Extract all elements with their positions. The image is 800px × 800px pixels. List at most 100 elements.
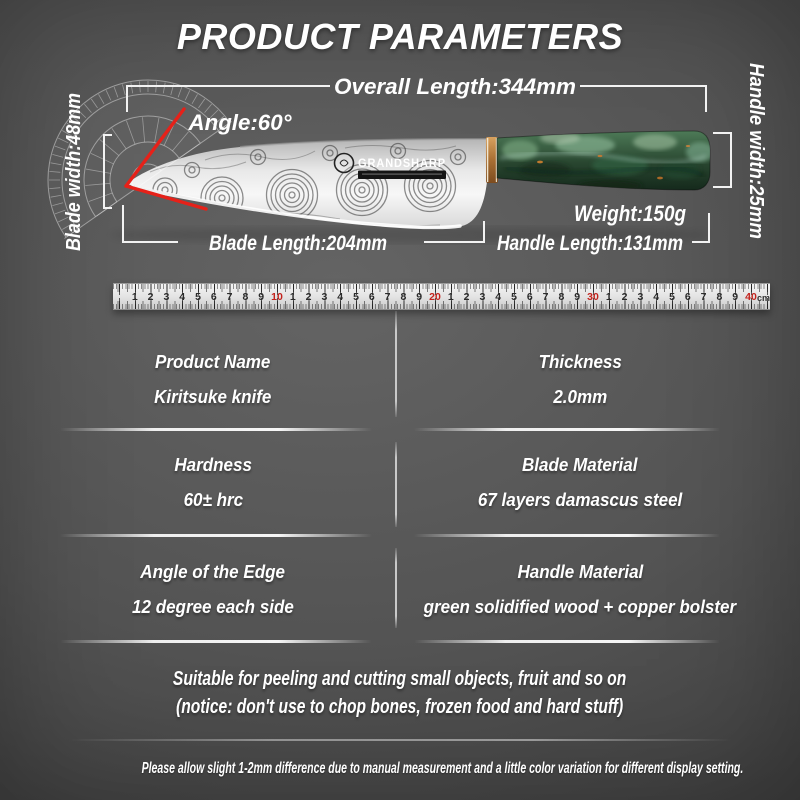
ruler-number: 2 bbox=[463, 291, 470, 303]
ruler-number: 3 bbox=[163, 291, 170, 303]
spec-label: Handle Material bbox=[517, 561, 643, 582]
ruler-number: 4 bbox=[653, 291, 660, 303]
ruler-cm-ticks-top bbox=[113, 284, 770, 295]
knife-shadow bbox=[110, 227, 710, 243]
overall-length-label: Overall Length:344mm bbox=[334, 74, 576, 99]
ruler-number: 6 bbox=[210, 291, 217, 303]
handle-length-bracket bbox=[692, 213, 710, 243]
ruler-number: 5 bbox=[353, 291, 359, 303]
ruler-number: 8 bbox=[400, 291, 407, 303]
usage-line-1: Suitable for peeling and cutting small o… bbox=[173, 668, 627, 690]
ruler-number: 5 bbox=[195, 291, 201, 303]
spec-label: Blade Material bbox=[522, 454, 638, 475]
ruler-number: 1 bbox=[289, 291, 296, 303]
ruler-number: 7 bbox=[542, 291, 549, 303]
weight-label: Weight:150g bbox=[574, 201, 686, 226]
row-separator bbox=[60, 640, 372, 643]
handle-width-label: Handle width:25mm bbox=[745, 63, 767, 239]
ruler-number: 2 bbox=[147, 291, 154, 303]
row-separator bbox=[414, 534, 720, 537]
knife-diagram: GRANDSHARP bbox=[47, 63, 767, 255]
ruler-cm-ticks-bottom bbox=[113, 298, 770, 309]
blade-length-bracket bbox=[122, 205, 485, 243]
footer-note: Please allow slight 1-2mm difference due… bbox=[0, 760, 800, 778]
ruler-number: 9 bbox=[416, 291, 423, 303]
row-separator bbox=[60, 534, 372, 537]
ruler-number: 10 bbox=[271, 291, 283, 303]
spec-value: 12 degree each side bbox=[132, 596, 294, 617]
spec-value: 60± hrc bbox=[183, 489, 243, 510]
ruler-number: 9 bbox=[732, 291, 739, 303]
spec-cell-handle-material: Handle Material green solidified wood + … bbox=[398, 561, 762, 618]
spec-cell-thickness: Thickness 2.0mm bbox=[398, 351, 762, 408]
usage-note: Suitable for peeling and cutting small o… bbox=[0, 666, 800, 722]
ruler-number: 3 bbox=[637, 291, 644, 303]
blade-spine-shade bbox=[239, 138, 487, 148]
spec-cell-blade-material: Blade Material 67 layers damascus steel bbox=[398, 454, 762, 511]
ruler-number: 8 bbox=[242, 291, 249, 303]
row-separator bbox=[60, 428, 372, 431]
knife-blade: GRANDSHARP bbox=[126, 138, 487, 230]
blade-length-label: Blade Length:204mm bbox=[209, 232, 387, 255]
brand-text: GRANDSHARP bbox=[358, 156, 446, 170]
row-separator bbox=[414, 640, 720, 643]
ruler-number: 2 bbox=[305, 291, 312, 303]
ruler-number: 3 bbox=[321, 291, 328, 303]
page-title: PRODUCT PARAMETERS bbox=[176, 16, 624, 57]
brand-logo: GRANDSHARP bbox=[333, 152, 446, 179]
spec-label: Hardness bbox=[174, 454, 252, 475]
spec-cell-product-name: Product Name Kiritsuke knife bbox=[30, 351, 396, 408]
spec-value: 2.0mm bbox=[553, 386, 607, 407]
ruler-number: 20 bbox=[429, 291, 441, 303]
angle-label: Angle:60° bbox=[187, 110, 291, 135]
ruler-number: 9 bbox=[258, 291, 265, 303]
ruler-number: 7 bbox=[384, 291, 391, 303]
handle-length-label: Handle Length:131mm bbox=[497, 232, 683, 255]
ruler-number: 7 bbox=[226, 291, 233, 303]
spec-label: Product Name bbox=[155, 351, 271, 372]
knife-handle bbox=[496, 130, 711, 191]
spec-value: 67 layers damascus steel bbox=[477, 489, 683, 510]
ruler-number: 6 bbox=[526, 291, 533, 303]
ruler-number: 1 bbox=[447, 291, 454, 303]
blade-width-bracket bbox=[103, 134, 112, 209]
handle-width-bracket bbox=[713, 132, 732, 188]
ruler-number: 8 bbox=[716, 291, 723, 303]
ruler-number: 40 bbox=[745, 291, 757, 303]
column-divider bbox=[395, 311, 397, 417]
ruler-number: 4 bbox=[179, 291, 186, 303]
ruler-number: 5 bbox=[669, 291, 675, 303]
spec-label: Thickness bbox=[538, 351, 622, 372]
ruler-number: 1 bbox=[605, 291, 612, 303]
spec-value: Kiritsuke knife bbox=[154, 386, 272, 407]
ruler-number: 4 bbox=[337, 291, 344, 303]
blade-edge-highlight bbox=[130, 185, 462, 230]
spec-cell-edge-angle: Angle of the Edge 12 degree each side bbox=[30, 561, 396, 618]
ruler-number: 5 bbox=[511, 291, 517, 303]
column-divider bbox=[395, 548, 397, 628]
ruler-number: 2 bbox=[621, 291, 628, 303]
ruler-number: 9 bbox=[574, 291, 581, 303]
spec-cell-hardness: Hardness 60± hrc bbox=[30, 454, 396, 511]
ruler-number: 3 bbox=[479, 291, 486, 303]
ruler-number: 30 bbox=[587, 291, 599, 303]
angle-lines bbox=[124, 107, 208, 211]
ruler-number: 6 bbox=[684, 291, 691, 303]
ruler-number: 8 bbox=[558, 291, 565, 303]
ruler-number: 4 bbox=[495, 291, 502, 303]
knife-bolster bbox=[486, 137, 498, 183]
footer-text: Please allow slight 1-2mm difference due… bbox=[141, 760, 744, 777]
spec-label: Angle of the Edge bbox=[140, 561, 286, 582]
blade-width-label: Blade width:48mm bbox=[63, 93, 85, 251]
usage-line-2: (notice: don't use to chop bones, frozen… bbox=[176, 696, 624, 718]
overall-length-bracket bbox=[126, 85, 707, 112]
ruler-number: 1 bbox=[131, 291, 138, 303]
ruler: 1 2 3 4 5 6 7 8 9 10 1 2 3 4 5 6 7 8 9 20 1 2 3 4 5 6 7 8 9 30 1 2 3 4 5 6 7… bbox=[113, 283, 770, 310]
footer-divider bbox=[68, 739, 732, 741]
spec-value: green solidified wood + copper bolster bbox=[423, 596, 737, 617]
column-divider bbox=[395, 442, 397, 527]
ruler-unit: cm bbox=[757, 293, 771, 303]
protractor bbox=[47, 79, 232, 239]
row-separator bbox=[414, 428, 720, 431]
